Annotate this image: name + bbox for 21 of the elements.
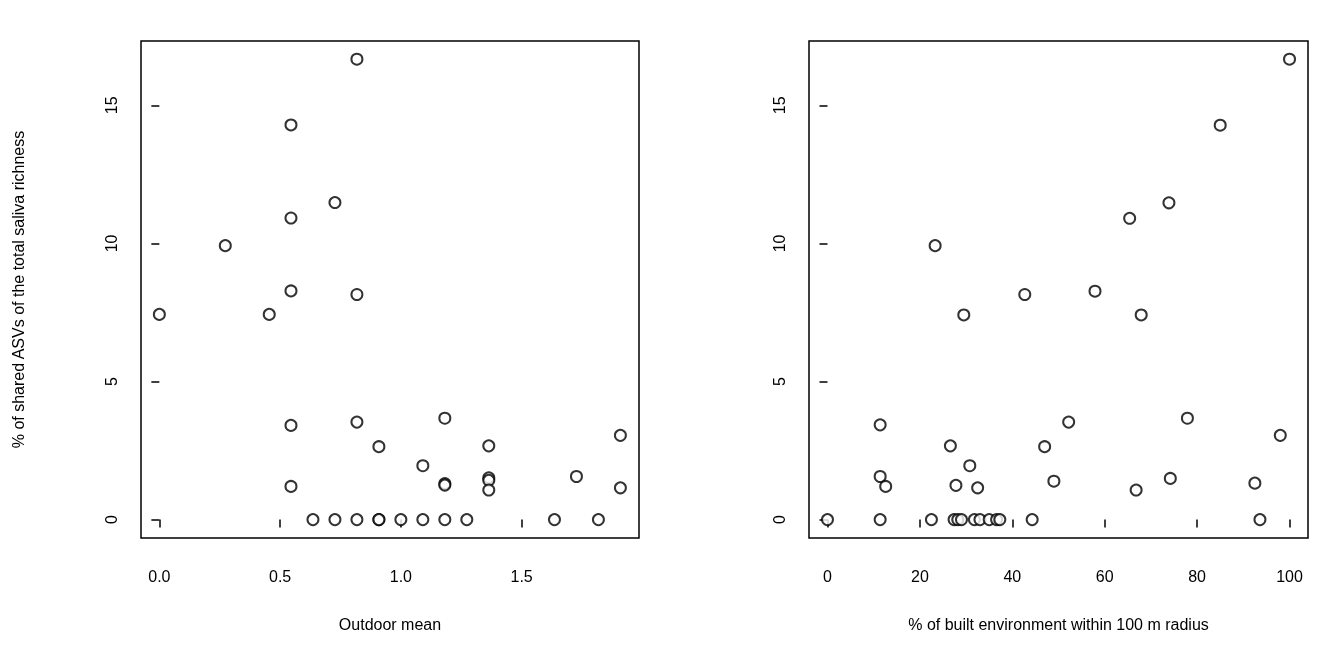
x-tick-label: 20 [910,567,929,585]
x-axis-title: % of built environment within 100 m radius [908,615,1209,633]
x-tick-label: 100 [1276,567,1303,585]
y-tick-label: 10 [102,234,120,253]
x-tick-label: 1.0 [389,567,413,585]
y-tick-label: 0 [770,515,788,525]
x-tick-label: 60 [1095,567,1114,585]
x-tick-label: 0 [823,567,833,585]
y-tick-label: 15 [770,96,788,115]
y-tick-label: 10 [770,234,788,253]
x-tick-label: 80 [1188,567,1207,585]
y-tick-label: 0 [102,515,120,525]
x-tick-label: 40 [1003,567,1022,585]
x-tick-label: 0.5 [268,567,292,585]
y-tick-label: 5 [102,376,120,386]
x-tick-label: 0.0 [148,567,171,585]
y-tick-label: 5 [770,376,788,386]
x-axis-title: Outdoor mean [338,615,442,633]
y-axis-title: % of shared ASVs of the total saliva richness [9,130,27,449]
y-tick-label: 15 [102,96,120,115]
x-tick-label: 1.5 [510,567,533,585]
